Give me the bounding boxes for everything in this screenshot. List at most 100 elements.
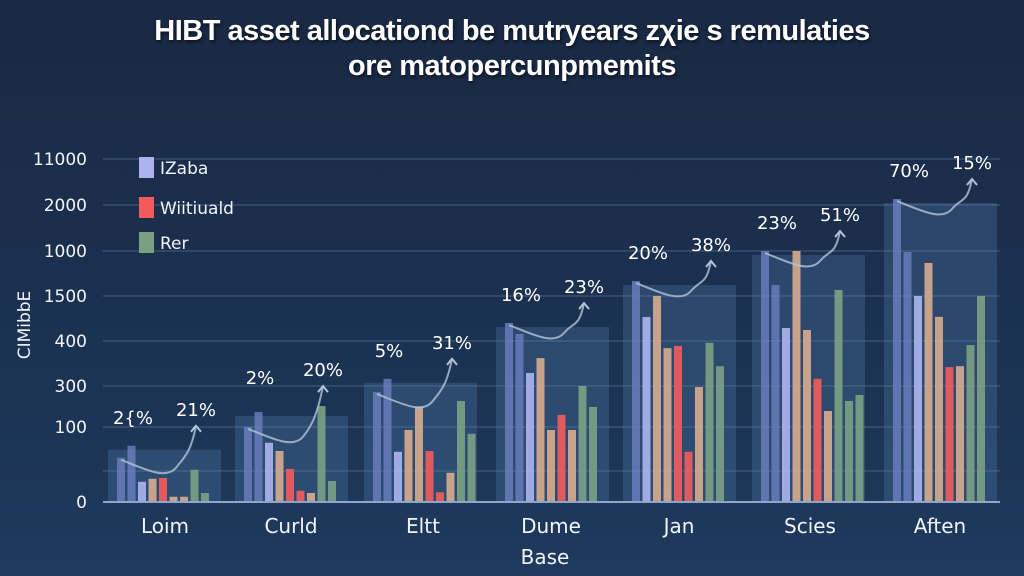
bar-group-scies: 23% 51%	[752, 205, 865, 502]
bar-peach	[792, 251, 801, 502]
legend-swatch	[139, 157, 154, 178]
bar-dark	[893, 198, 901, 502]
x-tick-label: Loim	[141, 514, 189, 538]
bar-groups: 2{% 21% 2% 20% 5% 31% 16% 23% 20% 38% 23% 51% 70% 15%	[108, 153, 997, 502]
bar-red	[557, 414, 566, 502]
bar-green	[201, 493, 209, 502]
title-line: HIBT asset allocationd be mutryears zχie…	[154, 15, 870, 47]
bar-lavender	[914, 296, 922, 502]
bar-peach	[653, 296, 661, 502]
annotation-label: 23%	[757, 213, 797, 234]
bar-group-loim: 2{% 21%	[108, 400, 221, 502]
bar-peach	[824, 411, 832, 502]
bar-dark	[505, 323, 513, 502]
annotation-label: 16%	[501, 285, 541, 306]
bar-peach	[446, 472, 455, 502]
arrow-head	[317, 384, 329, 393]
bar-green	[578, 386, 587, 502]
bar-green	[716, 366, 724, 502]
arrow-head	[190, 424, 202, 433]
legend-label: Wiitiuald	[160, 199, 234, 219]
bar-dark	[515, 334, 524, 502]
x-tick-label: Jan	[662, 514, 695, 538]
bar-peach	[148, 478, 157, 502]
bar-dark	[771, 285, 780, 502]
bar-group-eltt: 5% 31%	[364, 333, 477, 502]
bar-peach	[956, 366, 964, 502]
annotation-arrow	[764, 230, 841, 268]
bar-green	[705, 342, 714, 502]
bar-peach	[924, 262, 933, 502]
annotation-label: 2%	[246, 368, 275, 389]
annotation-label: 2{%	[113, 408, 153, 429]
annotation-label: 21%	[176, 400, 216, 421]
bar-peach	[935, 316, 943, 502]
bar-lavender	[394, 451, 402, 502]
bar-green	[457, 400, 465, 502]
y-axis-label: CIMibbE	[15, 291, 35, 360]
subtitle-line: ore matopercunpmemits	[348, 50, 676, 82]
bar-group-curld: 2% 20%	[235, 360, 348, 502]
bar-dark	[383, 378, 392, 502]
annotation-arrow	[376, 358, 453, 409]
bar-lavender	[138, 481, 146, 502]
bar-dark	[761, 251, 769, 502]
bar-red	[436, 492, 444, 502]
legend-item: IZaba	[139, 157, 208, 179]
bar-red	[684, 451, 693, 502]
legend-swatch	[139, 232, 154, 253]
annotation-label: 20%	[628, 243, 668, 264]
bar-green	[966, 345, 975, 502]
annotation-label: 15%	[952, 153, 992, 174]
bar-peach	[180, 496, 188, 502]
y-tick-label: 2000	[44, 196, 87, 216]
arrow-head	[834, 229, 846, 238]
bar-lavender	[782, 327, 790, 502]
bar-red	[159, 478, 167, 502]
bar-group-jan: 20% 38%	[623, 235, 736, 502]
x-axis-label: Base	[521, 545, 570, 569]
annotation-label: 70%	[889, 161, 929, 182]
bar-green	[589, 406, 597, 502]
legend: IZaba Wiitiuald Rer	[139, 157, 234, 254]
annotation-label: 31%	[432, 333, 472, 354]
annotation-arrow	[120, 425, 197, 475]
chart-title: HIBT asset allocationd be mutryears zχie…	[0, 14, 1024, 84]
bar-dark	[632, 280, 640, 502]
y-tick-label: 300	[55, 377, 87, 397]
x-tick-label: Dume	[521, 514, 581, 538]
bar-peach	[415, 406, 423, 502]
bar-peach	[536, 358, 545, 502]
bar-peach	[404, 430, 413, 502]
bar-peach	[695, 387, 703, 502]
annotation-arrow	[247, 385, 324, 444]
arrow-head	[966, 177, 978, 186]
bar-green	[467, 433, 476, 502]
x-tick-label: Scies	[784, 514, 836, 538]
bar-peach	[803, 329, 811, 502]
bar-green	[190, 469, 199, 502]
bar-red	[425, 451, 434, 502]
bar-dark	[254, 412, 263, 502]
bar-lavender	[642, 316, 651, 502]
arrow-head	[578, 301, 590, 310]
annotation-label: 51%	[820, 205, 860, 226]
bar-group-dume: 16% 23%	[496, 277, 609, 502]
bar-red	[945, 367, 954, 502]
bar-red	[286, 469, 294, 502]
bar-peach	[169, 496, 178, 502]
annotation-label: 5%	[375, 341, 404, 362]
arrow-head	[446, 357, 458, 366]
bar-peach	[275, 451, 284, 502]
y-tick-label: 0	[76, 493, 87, 513]
y-tick-label: 1500	[44, 287, 87, 307]
bar-red	[674, 345, 682, 502]
bar-green	[317, 406, 326, 502]
bar-green	[834, 289, 843, 502]
bar-peach	[307, 493, 315, 502]
bar-green	[845, 400, 853, 502]
legend-swatch	[139, 197, 154, 218]
arrow-head	[705, 259, 717, 268]
bar-peach	[547, 430, 555, 502]
